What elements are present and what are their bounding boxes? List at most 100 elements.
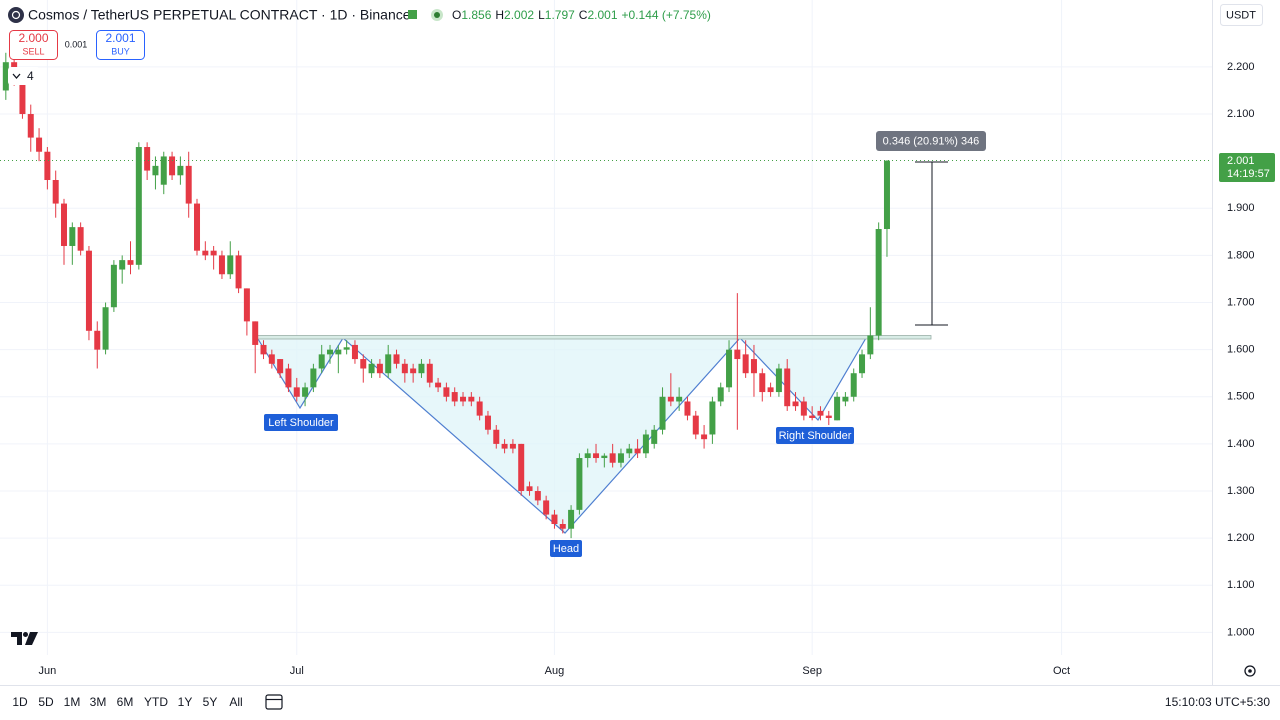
range-button[interactable]: 3M — [90, 695, 107, 709]
candle-body — [360, 359, 367, 369]
ohlc-change: +0.144 (+7.75%) — [622, 8, 711, 22]
candle-body — [875, 229, 882, 336]
candle-body — [243, 288, 250, 322]
candle-body — [343, 347, 350, 350]
candle-body — [867, 335, 874, 355]
candle-body — [792, 401, 799, 407]
ohlc-key: H — [495, 8, 504, 22]
candle-body — [218, 255, 225, 275]
candle-body — [617, 453, 624, 463]
sell-button[interactable] — [9, 30, 58, 60]
candle-body — [809, 415, 816, 418]
logo — [25, 632, 38, 645]
chevron-icon[interactable] — [12, 73, 21, 79]
candle-body — [834, 396, 841, 421]
candle-body — [277, 359, 284, 374]
candle-body — [850, 373, 857, 397]
buy-price[interactable]: 2.001 — [105, 31, 135, 45]
logo — [23, 632, 28, 637]
candle-body — [493, 429, 500, 444]
candle-body — [501, 443, 508, 449]
candle-body — [110, 264, 117, 308]
sell-label[interactable]: SELL — [22, 46, 44, 56]
spread: 0.001 — [65, 39, 88, 49]
candle-body — [210, 250, 217, 256]
range-button[interactable]: 1Y — [178, 695, 193, 709]
candle-body — [559, 524, 566, 529]
candle-body — [767, 387, 774, 393]
candle-body — [468, 396, 475, 402]
buy-button[interactable] — [96, 30, 145, 60]
candle-body — [310, 368, 317, 388]
candle-body — [676, 396, 683, 402]
ohlc-value: 2.001 — [587, 8, 617, 22]
candles — [2, 52, 890, 539]
y-tick-label: 1.300 — [1227, 485, 1255, 497]
candle-body — [667, 396, 674, 402]
indicator-count[interactable]: 4 — [27, 69, 34, 83]
last-price: 2.001 — [1227, 155, 1255, 167]
candle-body — [351, 344, 358, 360]
calendar-icon[interactable] — [265, 694, 283, 710]
currency[interactable]: USDT — [1226, 9, 1256, 21]
status-icon — [434, 12, 440, 18]
candle-body — [94, 330, 101, 350]
candle-body — [750, 359, 757, 374]
candle-body — [759, 373, 766, 393]
countdown: 14:19:57 — [1227, 168, 1270, 180]
candle-body — [584, 453, 591, 459]
measure-box — [876, 131, 986, 151]
candle-body — [368, 363, 375, 374]
candle-body — [642, 434, 649, 454]
settings-icon[interactable] — [1244, 665, 1256, 677]
indicator-toggle[interactable] — [8, 67, 40, 85]
range-button[interactable]: YTD — [144, 695, 168, 709]
candle-body — [418, 363, 425, 374]
x-tick-label: Jun — [39, 665, 57, 677]
candle-body — [626, 448, 633, 454]
candle-body — [127, 260, 134, 265]
candle-body — [634, 448, 641, 454]
candle-body — [784, 368, 791, 407]
candle-body — [859, 354, 866, 374]
range-button[interactable]: 6M — [117, 695, 134, 709]
candle-body — [518, 443, 525, 492]
ohlc-value: 1.856 — [461, 8, 491, 22]
candle-body — [185, 165, 192, 204]
candle-body — [709, 401, 716, 435]
last-price-box — [1219, 153, 1275, 182]
candle-body — [44, 151, 51, 181]
candle-body — [169, 156, 176, 176]
ohlc-legend: O1.856 H2.002 L1.797 C2.001 +0.144 (+7.75%) — [452, 8, 711, 22]
x-tick-label: Sep — [802, 665, 822, 677]
candle-body — [601, 455, 608, 459]
candle-body — [268, 354, 275, 364]
candle-body — [335, 349, 342, 355]
range-button[interactable]: All — [229, 695, 242, 709]
ohlc-value: 2.002 — [504, 8, 534, 22]
currency-button[interactable] — [1220, 4, 1263, 26]
candle-body — [152, 165, 159, 176]
y-tick-label: 1.500 — [1227, 391, 1255, 403]
candle-body — [576, 458, 583, 510]
y-tick-label: 2.100 — [1227, 108, 1255, 120]
candle-body — [85, 250, 92, 331]
candle-body — [260, 344, 267, 355]
buy-label[interactable]: BUY — [111, 46, 130, 56]
range-button[interactable]: 1M — [64, 695, 81, 709]
candle-body — [593, 453, 600, 459]
candle-body — [526, 486, 533, 492]
settings-icon[interactable] — [1248, 669, 1252, 673]
candle-body — [842, 396, 849, 402]
candle-body — [426, 363, 433, 383]
sell-price[interactable]: 2.000 — [18, 31, 48, 45]
range-button[interactable]: 5D — [38, 695, 54, 709]
y-tick-label: 1.700 — [1227, 296, 1255, 308]
range-button[interactable]: 1D — [12, 695, 28, 709]
grid-layer — [0, 0, 1212, 655]
ohlc-key: L — [538, 8, 545, 22]
pattern-label: Left Shoulder — [268, 417, 334, 429]
range-button[interactable]: 5Y — [203, 695, 218, 709]
candle-body — [36, 137, 43, 152]
